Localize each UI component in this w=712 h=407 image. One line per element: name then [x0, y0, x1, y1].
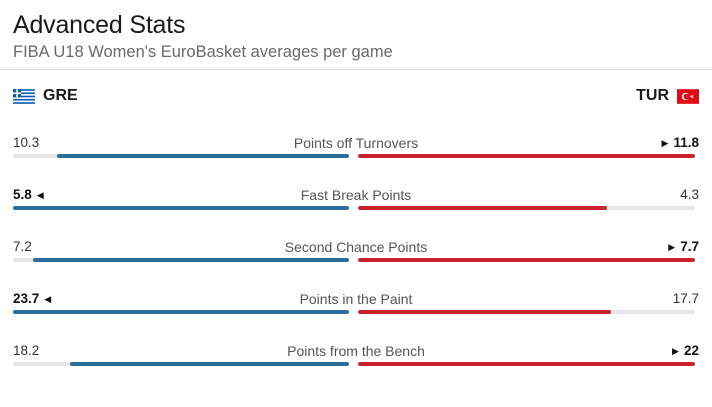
away-stat-value: ▶ 22: [672, 343, 699, 359]
stat-row: 5.8 ◀ Fast Break Points 4.3: [13, 174, 699, 226]
away-bar-fill: [358, 154, 695, 158]
leader-arrow-right-icon: ▶: [668, 242, 676, 252]
away-bar-fill: [358, 362, 695, 366]
away-bar-track: [358, 310, 695, 314]
home-bar-fill: [56, 154, 349, 158]
greece-flag-icon: [13, 88, 35, 104]
home-stat-value: 18.2: [13, 343, 39, 359]
home-bar-fill: [13, 310, 349, 314]
away-value-text: 17.7: [672, 291, 699, 306]
leader-arrow-left-icon: ◀: [44, 294, 52, 304]
home-team-code: GRE: [43, 87, 78, 104]
page-title: Advanced Stats: [13, 11, 186, 39]
stat-row: 18.2 Points from the Bench ▶ 22: [13, 330, 699, 382]
away-stat-value: ▶ 7.7: [668, 239, 699, 255]
leader-arrow-right-icon: ▶: [672, 346, 679, 356]
home-stat-value: 5.8 ◀: [13, 187, 44, 203]
away-value-text: 22: [683, 343, 699, 358]
away-team-code: TUR: [636, 87, 669, 104]
home-value-text: 7.2: [13, 239, 32, 254]
home-stat-value: 7.2: [13, 239, 32, 255]
away-value-text: 7.7: [680, 239, 699, 254]
home-value-text: 18.2: [13, 343, 40, 358]
stat-label: Points in the Paint: [299, 291, 413, 307]
stat-row: 23.7 ◀ Points in the Paint 17.7: [13, 278, 699, 330]
page-subtitle: FIBA U18 Women's EuroBasket averages per…: [13, 43, 393, 61]
away-team: TUR: [636, 87, 699, 105]
home-stat-value: 23.7 ◀: [13, 291, 51, 307]
home-bar-track: [13, 362, 349, 366]
turkey-flag-icon: [677, 88, 699, 104]
home-team: GRE: [13, 87, 78, 105]
home-bar-track: [13, 206, 349, 210]
stats-list: 10.3 Points off Turnovers ▶ 11.8 5.8 ◀ Fast Br…: [13, 122, 699, 382]
stat-row: 7.2 Second Chance Points ▶ 7.7: [13, 226, 699, 278]
stat-label: Second Chance Points: [284, 239, 428, 255]
home-value-text: 23.7: [13, 291, 40, 306]
away-bar-track: [358, 362, 695, 366]
away-bar-track: [358, 206, 695, 210]
away-bar-track: [358, 154, 695, 158]
away-bar-fill: [358, 310, 611, 314]
away-stat-value: 17.7: [673, 291, 699, 307]
teams-row: GRE TUR: [13, 70, 699, 122]
stat-label: Points from the Bench: [287, 343, 425, 359]
away-bar-fill: [358, 206, 608, 210]
home-bar-fill: [33, 258, 349, 262]
leader-arrow-left-icon: ◀: [36, 190, 44, 200]
stat-label: Fast Break Points: [300, 187, 412, 203]
leader-arrow-right-icon: ▶: [661, 138, 669, 148]
home-bar-track: [13, 258, 349, 262]
away-value-text: 4.3: [680, 187, 699, 202]
home-value-text: 5.8: [13, 187, 32, 202]
away-stat-value: ▶ 11.8: [662, 135, 699, 151]
home-value-text: 10.3: [13, 135, 40, 150]
away-stat-value: 4.3: [680, 187, 699, 203]
away-value-text: 11.8: [673, 135, 699, 150]
home-bar-track: [13, 154, 349, 158]
home-bar-fill: [70, 362, 349, 366]
stat-row: 10.3 Points off Turnovers ▶ 11.8: [13, 122, 699, 174]
stats-header: Advanced Stats FIBA U18 Women's EuroBask…: [0, 0, 712, 70]
away-bar-track: [358, 258, 695, 262]
home-bar-track: [13, 310, 349, 314]
home-bar-fill: [13, 206, 349, 210]
stat-label: Points off Turnovers: [293, 135, 419, 151]
away-bar-fill: [358, 258, 695, 262]
home-stat-value: 10.3: [13, 135, 39, 151]
